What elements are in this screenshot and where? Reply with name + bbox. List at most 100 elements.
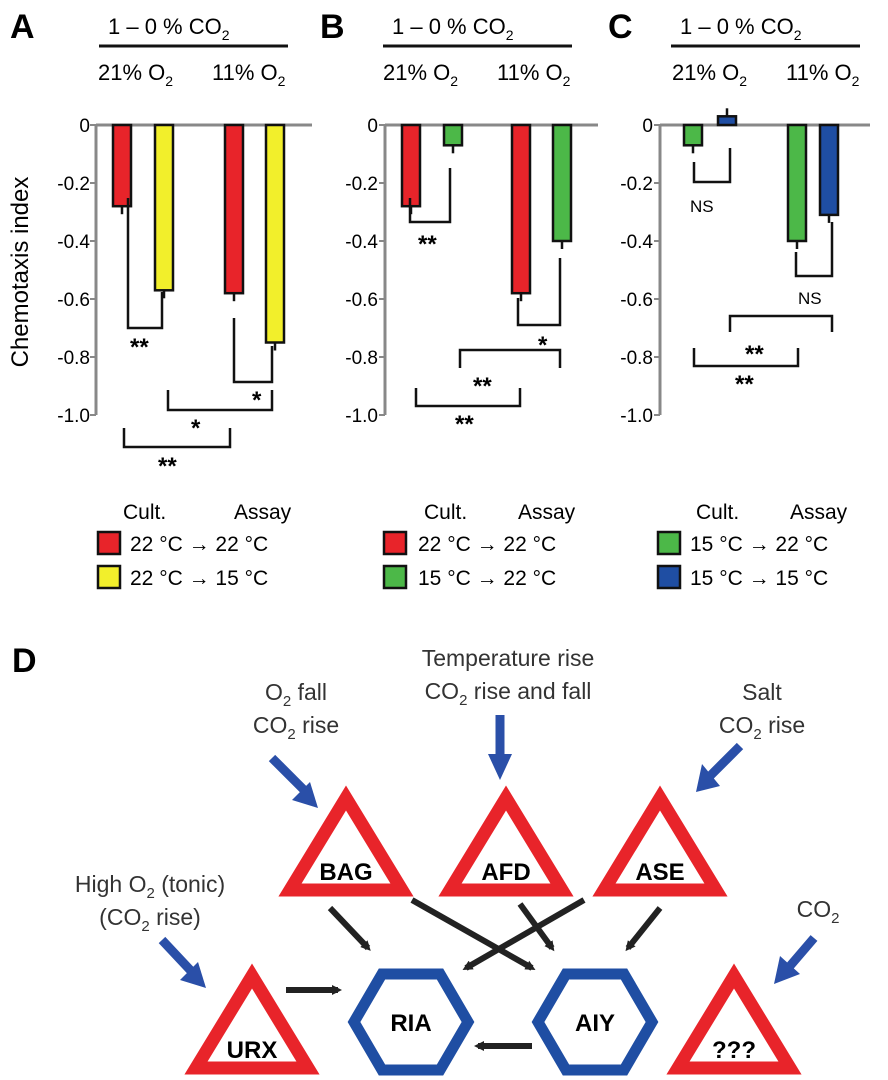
y-tick-label: -0.6 [345,290,378,311]
sig-c-1: NS [690,197,714,216]
connections [286,897,663,1051]
o2-group-11-a: 11% O2 [212,60,286,89]
significance-a: ** * * ** [122,198,274,480]
legend-b-cult: Cult. [424,501,467,524]
bars-a [111,123,286,351]
bag-stimulus-2: CO2 rise [253,712,339,743]
node-aiy-label: AIY [575,1010,615,1037]
sig-c-4: ** [735,371,754,398]
legend-c-swatch-2 [656,564,682,590]
bar-a-s1-g2 [223,123,245,295]
sig-a-2: * [252,387,262,414]
node-afd-label: AFD [481,859,530,886]
unknown-stimulus: CO2 [797,896,840,927]
bar-b-s1-g2 [510,123,532,295]
legend-b-swatch-2 [382,564,408,590]
sig-b-2: * [538,332,548,359]
y-tick-label: 0 [642,116,653,137]
significance-c: NS NS ** ** [690,148,834,398]
node-ase: ASE [592,785,728,897]
ase-input-arrowhead [696,764,720,792]
bar-a-s1-g1 [111,123,133,208]
co2-header-c: 1 – 0 % CO2 [680,14,802,43]
bag-stimulus-1: O2 fall [265,679,327,710]
y-tick-label: -0.6 [620,290,653,311]
sig-b-4: ** [455,411,474,438]
legend-c-entry-2: 15 °C → 15 °C [690,567,828,590]
y-tick-label: -1.0 [620,406,653,427]
bar-c-s2-g2 [818,123,840,217]
node-urx-label: URX [227,1037,278,1064]
o2-group-21-c: 21% O2 [672,60,747,89]
o2-group-21-b: 21% O2 [383,60,458,89]
y-tick-label: -0.2 [620,174,653,195]
bag-input-arrowhead [292,782,318,808]
bar-c-s2-g1 [716,115,738,127]
legend-b-assay: Assay [518,501,576,524]
co2-header-a: 1 – 0 % CO2 [108,14,230,43]
node-urx: URX [184,963,320,1075]
legend-b-entry-2: 15 °C → 22 °C [418,567,556,590]
node-unknown: ??? [666,963,802,1075]
sig-b-1: ** [418,231,437,258]
ase-stimulus-2: CO2 rise [719,712,805,743]
node-afd: AFD [438,785,574,897]
bar-c-s1-g1 [682,123,704,147]
bars-b [400,123,573,302]
urx-input-arrowhead [180,962,206,988]
y-tick-label: 0 [79,116,90,137]
node-bag-label: BAG [319,859,372,886]
y-tick-label: -0.8 [345,348,378,369]
legend-a-cult: Cult. [123,501,166,524]
unknown-input-arrowhead [774,956,800,984]
significance-b: ** * ** ** [408,168,562,438]
legend-c: Cult. Assay 15 °C → 22 °C 15 °C → 15 °C [656,501,848,590]
y-tick-label: -0.4 [345,232,378,253]
panel-b: B 1 – 0 % CO2 21% O2 11% O2 0 -0.2 -0.4 -0.… [320,8,598,590]
bag-to-ria [327,905,371,951]
panel-c-label: C [608,8,633,46]
panel-c: C 1 – 0 % CO2 21% O2 11% O2 0 -0.2 -0.4 -0.… [608,8,870,590]
o2-group-11-b: 11% O2 [497,60,571,89]
panel-a: A 1 – 0 % CO2 21% O2 11% O2 Chemotaxis i… [7,8,312,590]
o2-group-11-c: 11% O2 [786,60,860,89]
bar-c-s1-g2 [786,123,808,243]
legend-a: Cult. Assay 22 °C → 22 °C 22 °C → 15 °C [96,501,292,590]
y-tick-label: 0 [367,116,378,137]
legend-a-entry-1: 22 °C → 22 °C [130,533,268,556]
node-ria: RIA [347,968,475,1076]
legend-b: Cult. Assay 22 °C → 22 °C 15 °C → 22 °C [382,501,576,590]
node-ria-label: RIA [390,1010,431,1037]
co2-header-b: 1 – 0 % CO2 [392,14,514,43]
bag-to-aiy [410,897,536,971]
panel-d-label: D [12,642,37,680]
sig-a-4: ** [158,453,177,480]
sig-c-2: NS [798,289,822,308]
sig-a-3: * [191,415,201,442]
legend-c-assay: Assay [790,501,848,524]
panel-a-label: A [10,8,35,46]
y-tick-label: -0.8 [620,348,653,369]
ase-to-ria [462,897,586,971]
ase-to-aiy [625,906,663,952]
afd-stimulus-2: CO2 rise and fall [425,678,592,709]
afd-stimulus-1: Temperature rise [422,645,595,671]
node-ase-label: ASE [635,859,684,886]
legend-a-swatch-1 [96,530,122,556]
y-tick-label: -1.0 [57,406,90,427]
urx-stimulus-2: (CO2 rise) [99,904,201,935]
o2-group-21-a: 21% O2 [98,60,173,89]
legend-c-cult: Cult. [696,501,739,524]
bars-c [682,108,840,249]
sig-b-3: ** [473,373,492,400]
y-axis-label: Chemotaxis index [7,177,34,368]
bar-a-s2-g1 [153,123,175,292]
legend-a-assay: Assay [234,501,292,524]
node-bag: BAG [278,785,414,897]
y-tick-label: -0.6 [57,290,90,311]
panel-d: D O2 fall CO2 rise Temperature rise CO2 … [12,642,840,1076]
node-unknown-label: ??? [712,1037,756,1064]
ase-stimulus-1: Salt [742,679,782,705]
legend-a-entry-2: 22 °C → 15 °C [130,567,268,590]
